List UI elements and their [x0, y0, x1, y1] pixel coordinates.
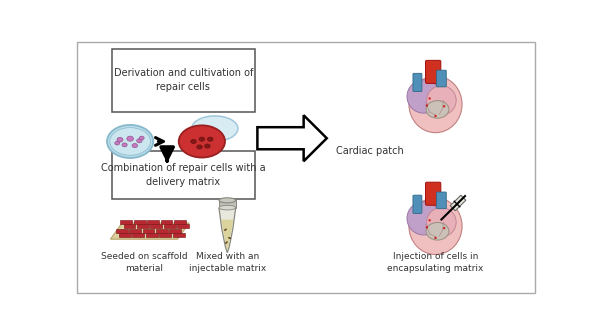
FancyBboxPatch shape — [119, 233, 131, 237]
FancyBboxPatch shape — [112, 49, 255, 112]
FancyBboxPatch shape — [143, 228, 155, 233]
FancyBboxPatch shape — [177, 224, 189, 228]
FancyBboxPatch shape — [112, 151, 255, 199]
Ellipse shape — [426, 101, 449, 118]
FancyBboxPatch shape — [124, 224, 136, 228]
Ellipse shape — [179, 125, 225, 158]
Ellipse shape — [137, 139, 142, 143]
FancyBboxPatch shape — [159, 233, 171, 237]
Circle shape — [426, 226, 428, 228]
Polygon shape — [450, 195, 466, 211]
Circle shape — [435, 115, 436, 117]
Text: Seeded on scaffold
material: Seeded on scaffold material — [101, 252, 187, 273]
FancyBboxPatch shape — [436, 192, 447, 209]
Polygon shape — [221, 219, 233, 251]
Text: Cardiac patch: Cardiac patch — [336, 146, 404, 156]
Ellipse shape — [228, 237, 231, 239]
Ellipse shape — [199, 137, 205, 141]
Ellipse shape — [110, 128, 150, 155]
Ellipse shape — [139, 136, 144, 140]
FancyBboxPatch shape — [147, 220, 159, 224]
Polygon shape — [257, 115, 327, 161]
FancyBboxPatch shape — [150, 224, 162, 228]
FancyBboxPatch shape — [161, 220, 173, 224]
Text: Mixed with an
injectable matrix: Mixed with an injectable matrix — [189, 252, 266, 273]
Ellipse shape — [224, 229, 227, 231]
FancyBboxPatch shape — [219, 200, 236, 208]
Ellipse shape — [225, 241, 227, 244]
Ellipse shape — [207, 137, 213, 141]
FancyBboxPatch shape — [137, 224, 149, 228]
Polygon shape — [219, 208, 236, 253]
Ellipse shape — [407, 202, 441, 235]
FancyBboxPatch shape — [173, 233, 184, 237]
Ellipse shape — [407, 80, 441, 113]
FancyBboxPatch shape — [413, 195, 422, 213]
Circle shape — [435, 237, 436, 239]
Ellipse shape — [427, 208, 456, 237]
Ellipse shape — [427, 86, 456, 115]
Ellipse shape — [132, 143, 137, 148]
FancyBboxPatch shape — [164, 224, 176, 228]
FancyBboxPatch shape — [426, 60, 441, 83]
Ellipse shape — [122, 143, 127, 147]
Ellipse shape — [409, 198, 462, 255]
Ellipse shape — [409, 76, 462, 133]
Ellipse shape — [426, 222, 449, 240]
Ellipse shape — [115, 141, 119, 145]
Polygon shape — [110, 223, 189, 239]
Ellipse shape — [107, 125, 153, 158]
Text: Injection of cells in
encapsulating matrix: Injection of cells in encapsulating matr… — [387, 252, 484, 273]
Ellipse shape — [191, 139, 196, 143]
FancyBboxPatch shape — [174, 220, 186, 224]
Ellipse shape — [205, 144, 210, 148]
FancyBboxPatch shape — [133, 233, 144, 237]
FancyBboxPatch shape — [436, 70, 447, 87]
FancyBboxPatch shape — [156, 228, 168, 233]
FancyBboxPatch shape — [146, 233, 158, 237]
FancyBboxPatch shape — [129, 228, 141, 233]
Circle shape — [429, 97, 431, 100]
Ellipse shape — [117, 137, 123, 142]
Ellipse shape — [197, 145, 202, 149]
Circle shape — [429, 219, 431, 221]
FancyBboxPatch shape — [116, 228, 128, 233]
Circle shape — [443, 227, 445, 229]
Circle shape — [443, 105, 445, 108]
Ellipse shape — [127, 136, 134, 141]
Ellipse shape — [219, 206, 236, 210]
Ellipse shape — [192, 116, 238, 141]
Ellipse shape — [219, 198, 236, 203]
FancyBboxPatch shape — [170, 228, 181, 233]
FancyBboxPatch shape — [426, 182, 441, 205]
Circle shape — [426, 104, 428, 107]
FancyBboxPatch shape — [413, 73, 422, 92]
Text: Combination of repair cells with a
delivery matrix: Combination of repair cells with a deliv… — [101, 163, 266, 187]
FancyBboxPatch shape — [121, 220, 133, 224]
Text: Derivation and cultivation of
repair cells: Derivation and cultivation of repair cel… — [113, 68, 253, 92]
FancyBboxPatch shape — [77, 42, 535, 293]
FancyBboxPatch shape — [134, 220, 146, 224]
